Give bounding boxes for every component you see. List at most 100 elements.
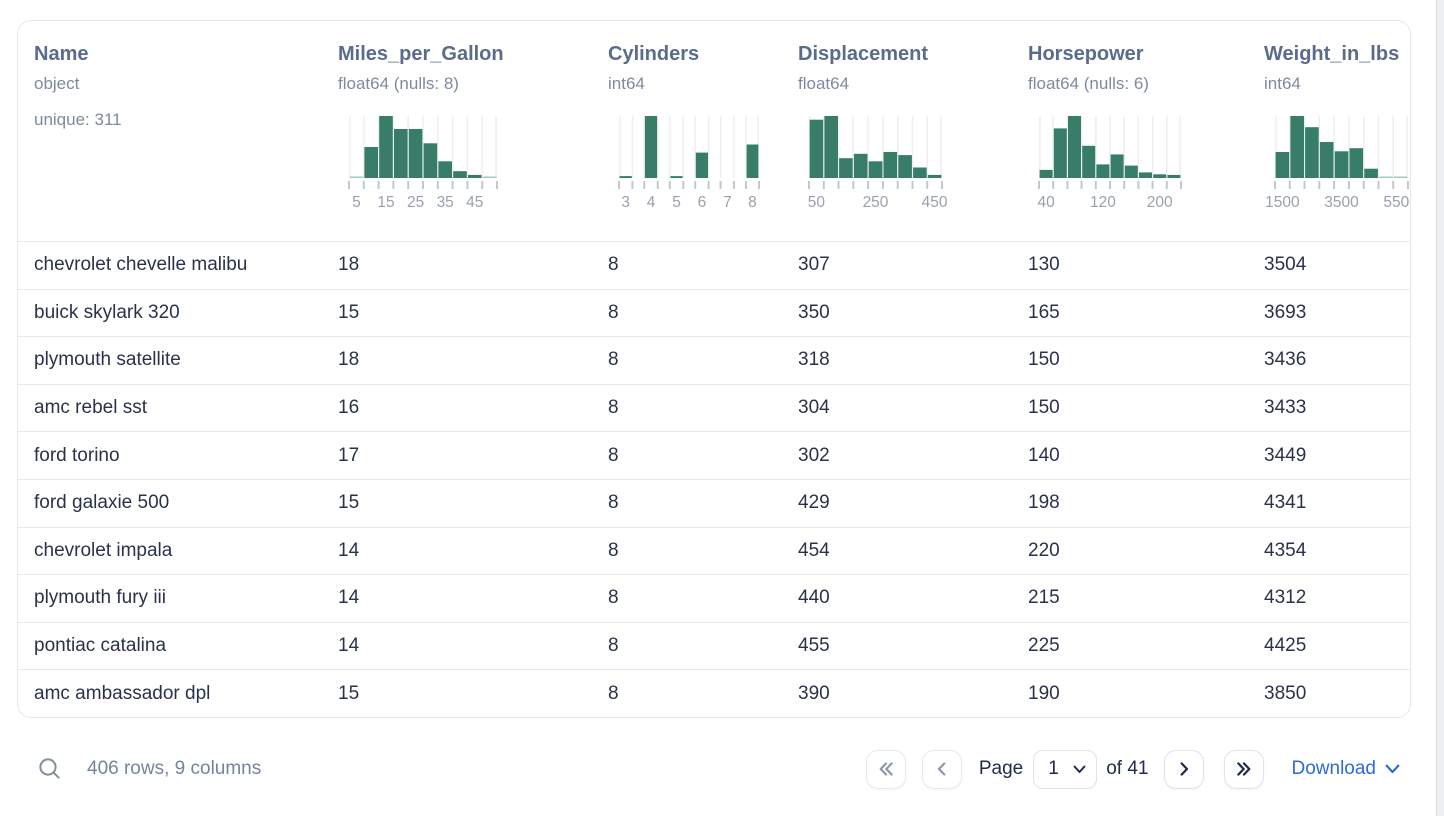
cell-cylinders: 8 [608, 539, 619, 561]
svg-text:3500: 3500 [1324, 194, 1359, 211]
cell-name: chevrolet chevelle malibu [34, 254, 248, 276]
data-table-card: Name object unique: 311 Miles_per_Gallon… [17, 20, 1411, 718]
cell-weight-in-lbs: 4341 [1264, 492, 1307, 514]
download-label: Download [1291, 758, 1377, 779]
cell-name: chevrolet impala [34, 539, 173, 561]
svg-text:35: 35 [437, 194, 454, 211]
svg-text:3: 3 [621, 194, 630, 211]
cell-miles-per-gallon: 18 [338, 349, 360, 371]
cell-horsepower: 150 [1028, 349, 1060, 371]
chevrons-left-icon [879, 762, 893, 776]
histogram-weight-in-lbs: 1500 3500 5500 [1265, 116, 1411, 212]
svg-text:45: 45 [466, 194, 483, 211]
svg-text:40: 40 [1037, 194, 1055, 211]
column-header-name[interactable]: Name object unique: 311 [18, 21, 322, 241]
cell-displacement: 304 [798, 397, 830, 419]
column-title: Miles_per_Gallon [338, 43, 504, 65]
cell-miles-per-gallon: 16 [338, 397, 360, 419]
column-dtype: float64 (nulls: 8) [338, 74, 459, 93]
cell-name: buick skylark 320 [34, 301, 180, 323]
table-row: chevrolet impala 14 8 454 220 4354 [18, 526, 1410, 575]
chevron-left-icon [937, 762, 946, 776]
cell-weight-in-lbs: 4425 [1264, 635, 1307, 657]
svg-text:200: 200 [1147, 194, 1173, 211]
column-dtype: object [34, 74, 80, 93]
column-header-horsepower[interactable]: Horsepower float64 (nulls: 6) 40 120 200 [1012, 21, 1248, 241]
table-header: Name object unique: 311 Miles_per_Gallon… [18, 21, 1410, 241]
cell-weight-in-lbs: 3850 [1264, 682, 1307, 704]
table-row: chevrolet chevelle malibu 18 8 307 130 3… [18, 241, 1410, 289]
cell-weight-in-lbs: 3504 [1264, 254, 1307, 276]
column-title: Displacement [798, 43, 929, 65]
cell-name: ford galaxie 500 [34, 492, 170, 514]
svg-text:6: 6 [698, 194, 707, 211]
cell-cylinders: 8 [608, 492, 619, 514]
svg-text:4: 4 [647, 194, 656, 211]
svg-text:8: 8 [748, 194, 757, 211]
last-page-button[interactable] [1223, 749, 1264, 789]
page-select[interactable]: 1 [1033, 749, 1098, 789]
previous-page-button[interactable] [921, 749, 962, 789]
column-dtype: int64 [1264, 74, 1301, 93]
svg-text:7: 7 [723, 194, 732, 211]
cell-cylinders: 8 [608, 444, 619, 466]
cell-weight-in-lbs: 3436 [1264, 349, 1307, 371]
row-count-label: 406 rows, 9 columns [87, 758, 262, 779]
next-page-button[interactable] [1163, 749, 1204, 789]
column-dtype: float64 [798, 74, 850, 93]
cell-horsepower: 220 [1028, 539, 1060, 561]
search-button[interactable] [35, 754, 65, 784]
svg-text:1500: 1500 [1265, 194, 1300, 211]
svg-text:450: 450 [922, 194, 948, 211]
chevron-down-icon [1385, 764, 1400, 774]
cell-horsepower: 130 [1028, 254, 1060, 276]
cell-name: plymouth satellite [34, 349, 181, 371]
svg-text:50: 50 [808, 194, 826, 211]
cell-displacement: 440 [798, 587, 830, 609]
column-header-weight-in-lbs[interactable]: Weight_in_lbs int64 1500 3500 5500 [1248, 21, 1411, 241]
cell-displacement: 318 [798, 349, 830, 371]
cell-miles-per-gallon: 17 [338, 444, 360, 466]
first-page-button[interactable] [865, 749, 906, 789]
cell-miles-per-gallon: 14 [338, 539, 360, 561]
column-header-miles-per-gallon[interactable]: Miles_per_Gallon float64 (nulls: 8) 5 15 2… [322, 21, 592, 241]
cell-weight-in-lbs: 3693 [1264, 301, 1307, 323]
search-icon [39, 758, 60, 779]
column-dtype: float64 (nulls: 6) [1028, 74, 1149, 93]
svg-text:15: 15 [377, 194, 394, 211]
cell-name: amc rebel sst [34, 397, 147, 419]
cell-displacement: 307 [798, 254, 830, 276]
table-row: buick skylark 320 15 8 350 165 3693 [18, 288, 1410, 337]
cell-horsepower: 198 [1028, 492, 1060, 514]
table-row: pontiac catalina 14 8 455 225 4425 [18, 621, 1410, 670]
svg-text:5500: 5500 [1383, 194, 1411, 211]
cell-cylinders: 8 [608, 349, 619, 371]
svg-text:250: 250 [863, 194, 889, 211]
column-title: Weight_in_lbs [1264, 43, 1400, 65]
histogram-displacement: 50 250 450 [808, 116, 1012, 212]
cell-name: plymouth fury iii [34, 587, 166, 609]
download-button[interactable]: Download [1292, 758, 1401, 780]
cell-cylinders: 8 [608, 254, 619, 276]
page-total-label: of 41 [1106, 758, 1149, 779]
table-row: amc ambassador dpl 15 8 390 190 3850 [18, 669, 1410, 717]
cell-displacement: 350 [798, 301, 830, 323]
table-row: plymouth fury iii 14 8 440 215 4312 [18, 574, 1410, 622]
column-header-displacement[interactable]: Displacement float64 50 250 450 [782, 21, 1012, 241]
svg-text:5: 5 [672, 194, 681, 211]
table-row: plymouth satellite 18 8 318 150 3436 [18, 336, 1410, 384]
svg-text:5: 5 [352, 194, 361, 211]
table-rows: chevrolet chevelle malibu 18 8 307 130 3… [18, 241, 1410, 717]
column-dtype: int64 [608, 74, 645, 93]
table-row: amc rebel sst 16 8 304 150 3433 [18, 383, 1410, 432]
cell-miles-per-gallon: 14 [338, 587, 360, 609]
cell-name: pontiac catalina [34, 635, 167, 657]
table-row: ford galaxie 500 15 8 429 198 4341 [18, 478, 1410, 527]
cell-horsepower: 165 [1028, 301, 1060, 323]
column-title: Cylinders [608, 43, 700, 65]
cell-name: amc ambassador dpl [34, 682, 211, 704]
cell-horsepower: 225 [1028, 635, 1060, 657]
cell-miles-per-gallon: 14 [338, 635, 360, 657]
